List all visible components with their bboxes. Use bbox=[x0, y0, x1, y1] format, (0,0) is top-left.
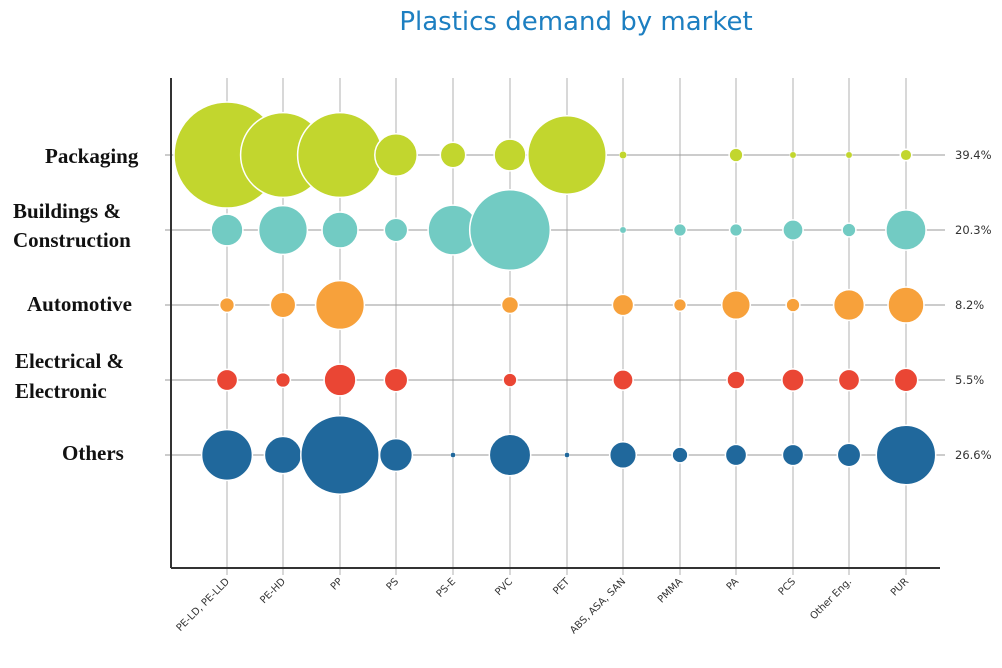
bubble-automotive-abs-asa-san bbox=[611, 293, 635, 317]
row-label-automotive: Automotive bbox=[27, 292, 132, 316]
share-label-buildings-construction: 20.3% bbox=[955, 223, 992, 237]
x-tick-label-other-eng: Other Eng. bbox=[808, 576, 854, 622]
bubble-others-ps bbox=[378, 437, 414, 473]
bubble-automotive-pvc bbox=[500, 295, 520, 315]
bubble-packaging-pur bbox=[899, 148, 913, 162]
chart-title: Plastics demand by market bbox=[399, 7, 752, 37]
bubble-automotive-pe-ld-pe-lld bbox=[218, 296, 236, 314]
x-tick-label-ps-e: PS-E bbox=[435, 576, 459, 600]
bubble-buildings-construction-pp bbox=[321, 211, 359, 249]
row-label-electrical-electronic: Electrical & Electronic bbox=[15, 349, 124, 403]
bubble-buildings-construction-pa bbox=[728, 222, 744, 238]
bubble-buildings-construction-pvc bbox=[468, 188, 552, 272]
share-label-automotive: 8.2% bbox=[955, 298, 984, 312]
row-labels: Packaging Buildings & Construction Automoti… bbox=[13, 144, 139, 465]
bubble-electrical-electronic-ps bbox=[383, 367, 409, 393]
axes bbox=[170, 78, 940, 569]
x-tick-label-pcs: PCS bbox=[777, 576, 798, 597]
bubble-buildings-construction-other-eng bbox=[841, 222, 857, 238]
bubble-others-pur bbox=[875, 424, 937, 486]
bubble-packaging-pcs bbox=[789, 151, 797, 159]
bubble-automotive-pmma bbox=[672, 297, 688, 313]
bubble-packaging-ps-e bbox=[439, 141, 467, 169]
bubble-buildings-construction-pmma bbox=[672, 222, 688, 238]
bubble-electrical-electronic-pe-hd bbox=[274, 371, 292, 389]
bubble-automotive-other-eng bbox=[832, 288, 866, 322]
bubble-others-pet bbox=[564, 452, 570, 458]
row-label-buildings-construction: Buildings & Construction bbox=[13, 199, 131, 252]
x-tick-label-pur: PUR bbox=[889, 576, 911, 598]
row-label-others: Others bbox=[62, 441, 124, 465]
bubble-buildings-construction-abs-asa-san bbox=[619, 226, 627, 234]
bubble-packaging-pvc bbox=[493, 138, 527, 172]
bubble-packaging-pp bbox=[296, 111, 384, 199]
bubble-electrical-electronic-pvc bbox=[502, 372, 518, 388]
bubble-packaging-pa bbox=[728, 147, 744, 163]
bubble-packaging-abs-asa-san bbox=[619, 151, 627, 159]
x-tick-label-abs-asa-san: ABS, ASA, SAN bbox=[568, 576, 628, 636]
bubble-electrical-electronic-pa bbox=[726, 370, 746, 390]
bubble-others-pe-ld-pe-lld bbox=[200, 428, 254, 482]
bubble-buildings-construction-pe-hd bbox=[257, 204, 309, 256]
bubbles bbox=[173, 101, 937, 495]
bubble-others-ps-e bbox=[450, 452, 456, 458]
bubble-electrical-electronic-pp bbox=[323, 363, 357, 397]
x-tick-label-pmma: PMMA bbox=[656, 576, 685, 605]
bubble-electrical-electronic-pe-ld-pe-lld bbox=[215, 368, 239, 392]
bubble-electrical-electronic-pur bbox=[893, 367, 919, 393]
x-tick-label-pp: PP bbox=[329, 576, 345, 592]
bubble-electrical-electronic-pcs bbox=[781, 368, 805, 392]
bubble-others-abs-asa-san bbox=[608, 440, 638, 470]
bubble-automotive-pcs bbox=[785, 297, 801, 313]
bubble-packaging-pet bbox=[527, 115, 607, 195]
row-label-packaging: Packaging bbox=[45, 144, 139, 168]
share-label-packaging: 39.4% bbox=[955, 148, 992, 162]
bubble-others-pvc bbox=[488, 433, 532, 477]
x-tick-label-pe-hd: PE-HD bbox=[258, 576, 288, 606]
bubble-automotive-pur bbox=[887, 286, 925, 324]
bubble-packaging-ps bbox=[374, 133, 418, 177]
share-labels: 39.4% 20.3% 8.2% 5.5% 26.6% bbox=[955, 148, 992, 462]
bubble-automotive-pa bbox=[720, 289, 752, 321]
bubble-buildings-construction-ps bbox=[383, 217, 409, 243]
bubble-automotive-pp bbox=[314, 279, 366, 331]
bubble-electrical-electronic-other-eng bbox=[837, 368, 861, 392]
x-tick-label-pet: PET bbox=[551, 576, 572, 597]
share-label-others: 26.6% bbox=[955, 448, 992, 462]
bubble-others-pp bbox=[300, 415, 380, 495]
x-tick-label-pvc: PVC bbox=[493, 576, 515, 598]
bubble-packaging-other-eng bbox=[845, 151, 853, 159]
share-label-electrical-electronic: 5.5% bbox=[955, 373, 984, 387]
bubble-others-pmma bbox=[671, 446, 689, 464]
bubble-automotive-pe-hd bbox=[269, 291, 297, 319]
x-tick-label-pa: PA bbox=[725, 576, 742, 593]
x-tick-label-ps: PS bbox=[385, 576, 402, 593]
bubble-buildings-construction-pcs bbox=[782, 219, 804, 241]
bubble-buildings-construction-pur bbox=[885, 209, 927, 251]
bubble-buildings-construction-pe-ld-pe-lld bbox=[210, 213, 244, 247]
bubble-electrical-electronic-abs-asa-san bbox=[612, 369, 634, 391]
bubble-others-pa bbox=[724, 443, 748, 467]
bubble-others-pcs bbox=[781, 443, 805, 467]
bubble-others-pe-hd bbox=[263, 435, 303, 475]
bubble-others-other-eng bbox=[836, 442, 862, 468]
x-tick-label-pe-ld-pe-lld: PE-LD, PE-LLD bbox=[175, 576, 233, 634]
